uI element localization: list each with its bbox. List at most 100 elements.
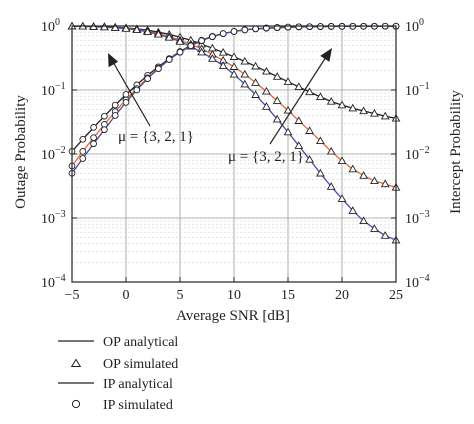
ip-series-3-circle-marker — [155, 65, 162, 73]
ip-series-3-circle-marker — [230, 28, 238, 35]
ip-series-3-circle-marker — [133, 86, 141, 94]
axis-ticks: −5 0 5 10 15 20 25 100 100 10−1 10−1 10−2 10−2 10−3 10… — [41, 17, 430, 303]
y-tick-label-left: 10−3 — [41, 209, 66, 227]
op-series-1-triangle-marker — [380, 111, 390, 120]
op-series-3-triangle-marker — [100, 22, 109, 31]
ip-series-3-circle-marker — [252, 25, 259, 33]
op-series-3-triangle-marker — [337, 194, 347, 202]
op-series-3-triangle-marker — [370, 224, 379, 232]
y-tick-label-right: 10−3 — [405, 209, 430, 227]
op-series-1-triangle-marker — [283, 77, 293, 85]
y-tick-label-right: 10−4 — [405, 273, 430, 291]
op-series-1-triangle-marker — [262, 66, 271, 75]
ip-series-3-circle-marker — [90, 140, 97, 148]
ip-series-3-circle-marker — [306, 23, 313, 31]
legend-label-op-simulated: OP simulated — [103, 357, 178, 372]
op-series-1-triangle-marker — [251, 61, 260, 70]
legend-entry-op-simulated: OP simulated — [70, 357, 178, 372]
legend-label-ip-simulated: IP simulated — [103, 398, 173, 413]
op-series-3-triangle-marker — [283, 127, 293, 136]
op-series-2-triangle-marker — [272, 96, 282, 104]
op-series-3-triangle-marker — [218, 61, 228, 69]
ip-series-3-circle-marker — [209, 33, 216, 41]
y-tick-label-right: 10−1 — [405, 81, 430, 99]
ip-series-3-circle-marker — [144, 75, 151, 83]
ip-series-3-circle-marker — [101, 126, 108, 134]
y-tick-label-left: 10−1 — [41, 81, 66, 99]
triangle-marker-icon — [70, 358, 82, 367]
legend-entry-op-analytical: OP analytical — [58, 335, 178, 350]
annotation-op-arrow-line — [112, 61, 151, 127]
op-series-3-triangle-marker — [229, 69, 239, 78]
ip-series-3-circle-marker — [241, 26, 249, 34]
annotation-op: μ = {3, 2, 1} — [108, 53, 194, 145]
op-series-3-triangle-marker — [326, 182, 336, 190]
op-series-2-triangle-marker — [359, 171, 368, 179]
legend-entry-ip-simulated: IP simulated — [71, 398, 173, 413]
op-series-3-triangle-marker — [305, 154, 314, 163]
op-series-3-triangle-marker — [251, 90, 260, 98]
x-axis-title: Average SNR [dB] — [176, 308, 290, 324]
ip-series-1-circle-marker — [79, 135, 87, 143]
x-tick-label: 25 — [389, 288, 403, 303]
op-series-2-triangle-marker — [283, 105, 293, 114]
ip-series-3-circle-marker — [176, 48, 184, 56]
ip-series-3-circle-marker — [295, 23, 303, 31]
circle-marker-icon — [71, 399, 81, 409]
op-series-2-triangle-marker — [240, 69, 250, 78]
op-series-1-triangle-marker — [229, 52, 239, 60]
op-series-1-triangle-marker — [218, 47, 228, 56]
legend-label-op-analytical: OP analytical — [103, 335, 178, 350]
ip-series-3-circle-marker — [187, 42, 195, 50]
ip-series-3-circle-marker — [111, 112, 119, 119]
op-series-3-triangle-marker — [208, 54, 217, 62]
legend-label-ip-analytical: IP analytical — [103, 377, 173, 392]
y-tick-label-right: 100 — [405, 17, 424, 35]
op-series-3-triangle-marker — [348, 206, 358, 214]
ip-series-1-circle-marker — [101, 112, 108, 120]
op-series-2-triangle-marker — [251, 78, 260, 86]
ip-series-3-circle-marker — [122, 99, 130, 106]
op-series-2-triangle-marker — [337, 156, 347, 165]
ip-series-3-circle-marker — [165, 56, 173, 63]
op-series-1-triangle-marker — [316, 92, 325, 101]
op-series-1-triangle-marker — [370, 108, 379, 117]
op-series-2-triangle-marker — [294, 116, 304, 124]
annotation-ip-arrow-line — [269, 56, 327, 145]
annotation-ip: μ = {3, 2, 1} — [228, 48, 332, 165]
op-series-2-triangle-marker — [305, 126, 314, 134]
annotation-op-text: μ = {3, 2, 1} — [118, 129, 194, 145]
annotation-op-arrowhead — [108, 53, 119, 68]
op-series-2-triangle-marker — [348, 164, 358, 173]
x-tick-label: 20 — [335, 288, 349, 303]
op-series-3-triangle-marker — [272, 114, 282, 123]
op-series-3-triangle-marker — [197, 47, 206, 56]
ip-series-2-circle-marker — [90, 134, 97, 142]
op-series-2-triangle-marker — [370, 176, 379, 185]
op-series-2-triangle-marker — [229, 62, 239, 70]
y-tick-label-left: 10−2 — [41, 145, 66, 163]
ip-series-3-circle-marker — [219, 30, 227, 37]
op-series-1-triangle-marker — [337, 100, 347, 109]
op-series-3-triangle-marker — [316, 168, 325, 177]
series-layer — [67, 21, 401, 244]
annotation-ip-arrowhead — [320, 48, 332, 62]
op-series-1-triangle-marker — [305, 87, 314, 96]
legend-entry-ip-analytical: IP analytical — [58, 377, 173, 392]
legend: OP analytical OP simulated IP analytical… — [58, 335, 178, 413]
op-series-2-triangle-marker — [326, 146, 336, 155]
op-series-1-triangle-marker — [272, 72, 282, 80]
op-series-2-triangle-marker — [380, 179, 390, 188]
ip-series-3-circle-marker — [79, 155, 87, 162]
op-series-3-triangle-marker — [175, 37, 185, 45]
y-axis-title-left: Outage Probability — [13, 95, 29, 209]
op-series-1-triangle-marker — [240, 56, 250, 65]
op-series-3-triangle-marker — [154, 29, 163, 38]
op-series-3-triangle-marker — [132, 25, 142, 34]
ip-series-3-circle-marker — [284, 23, 292, 31]
ip-series-1-circle-marker — [122, 91, 130, 98]
op-series-2-triangle-marker — [262, 86, 271, 95]
op-series-2-triangle-marker — [316, 136, 325, 145]
x-tick-label: 5 — [177, 288, 184, 303]
y-tick-label-left: 100 — [41, 17, 60, 35]
